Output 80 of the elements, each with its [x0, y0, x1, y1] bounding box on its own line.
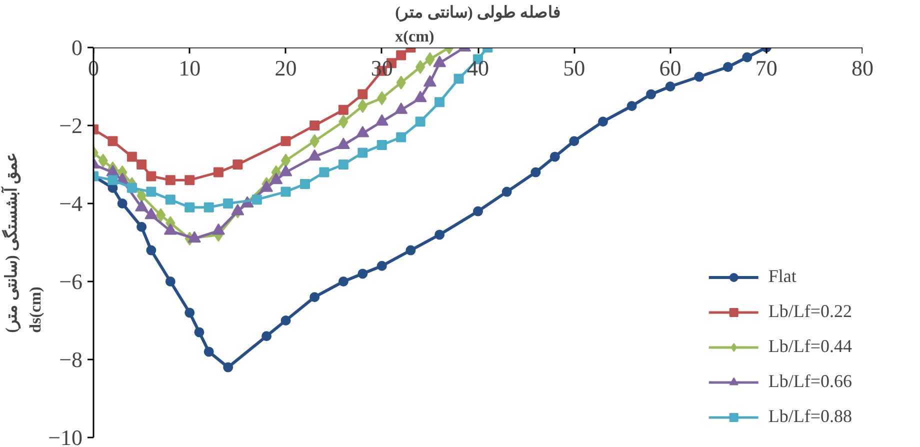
point: [184, 308, 195, 318]
point: [204, 202, 214, 212]
point: [376, 140, 387, 150]
point: [310, 292, 320, 302]
point: [280, 186, 291, 197]
point: [665, 82, 676, 92]
point: [310, 120, 320, 130]
y-tick-label: −4: [59, 191, 83, 216]
x-tick-label: 60: [659, 56, 682, 80]
legend-label: Lb/Lf=0.88: [768, 406, 852, 427]
legend-label: Lb/Lf=0.44: [768, 336, 852, 357]
point: [550, 152, 560, 162]
point: [232, 160, 243, 170]
point: [165, 276, 176, 286]
point: [223, 198, 234, 208]
point: [722, 62, 733, 72]
point: [338, 276, 348, 286]
point: [530, 167, 541, 178]
point: [415, 116, 426, 127]
y-tick-label: −10: [48, 425, 83, 447]
point: [358, 148, 368, 158]
point: [694, 72, 704, 82]
point: [223, 362, 234, 372]
point: [338, 104, 348, 115]
point: [280, 136, 291, 146]
point: [502, 186, 512, 197]
point: [146, 186, 156, 197]
point: [280, 154, 291, 168]
point: [742, 52, 752, 62]
point: [117, 198, 128, 208]
point: [252, 194, 262, 205]
point: [319, 167, 330, 178]
point: [213, 167, 224, 178]
point: [569, 136, 580, 146]
point: [156, 208, 166, 222]
point: [194, 327, 204, 338]
point: [204, 346, 214, 357]
point: [454, 74, 464, 84]
point: [406, 245, 416, 256]
point: [136, 222, 147, 232]
point: [184, 175, 195, 186]
x-tick-label: 50: [563, 56, 586, 80]
point: [434, 230, 445, 240]
point: [262, 331, 272, 342]
point: [146, 245, 156, 256]
point: [473, 206, 483, 216]
point: [126, 182, 137, 193]
point: [358, 268, 368, 279]
point: [184, 202, 195, 212]
point: [396, 132, 406, 142]
point: [598, 116, 608, 127]
y-tick-label: 0: [72, 35, 82, 60]
x-tick-label: 70: [755, 56, 778, 80]
point: [626, 101, 637, 111]
point: [300, 179, 310, 189]
point: [376, 260, 387, 271]
x-tick-label: 10: [178, 56, 201, 80]
legend-label: Lb/Lf=0.22: [768, 301, 852, 322]
x-tick-label: 20: [274, 56, 297, 80]
point: [280, 316, 291, 326]
point: [358, 99, 368, 113]
point: [646, 89, 656, 100]
point: [415, 60, 426, 74]
point: [108, 136, 118, 146]
legend-label: Lb/Lf=0.66: [768, 371, 852, 392]
point: [358, 89, 368, 100]
y-tick-label: −2: [59, 113, 83, 138]
point: [146, 171, 156, 182]
y-tick-label: −8: [59, 347, 83, 372]
x-tick-label: 80: [852, 56, 874, 80]
legend-label: Flat: [768, 266, 796, 287]
point: [165, 175, 176, 186]
point: [108, 175, 118, 186]
point: [126, 152, 137, 162]
point: [165, 194, 176, 205]
point: [136, 160, 147, 170]
y-tick-label: −6: [59, 269, 83, 294]
point: [434, 97, 445, 108]
point: [396, 50, 406, 60]
point: [338, 160, 348, 170]
